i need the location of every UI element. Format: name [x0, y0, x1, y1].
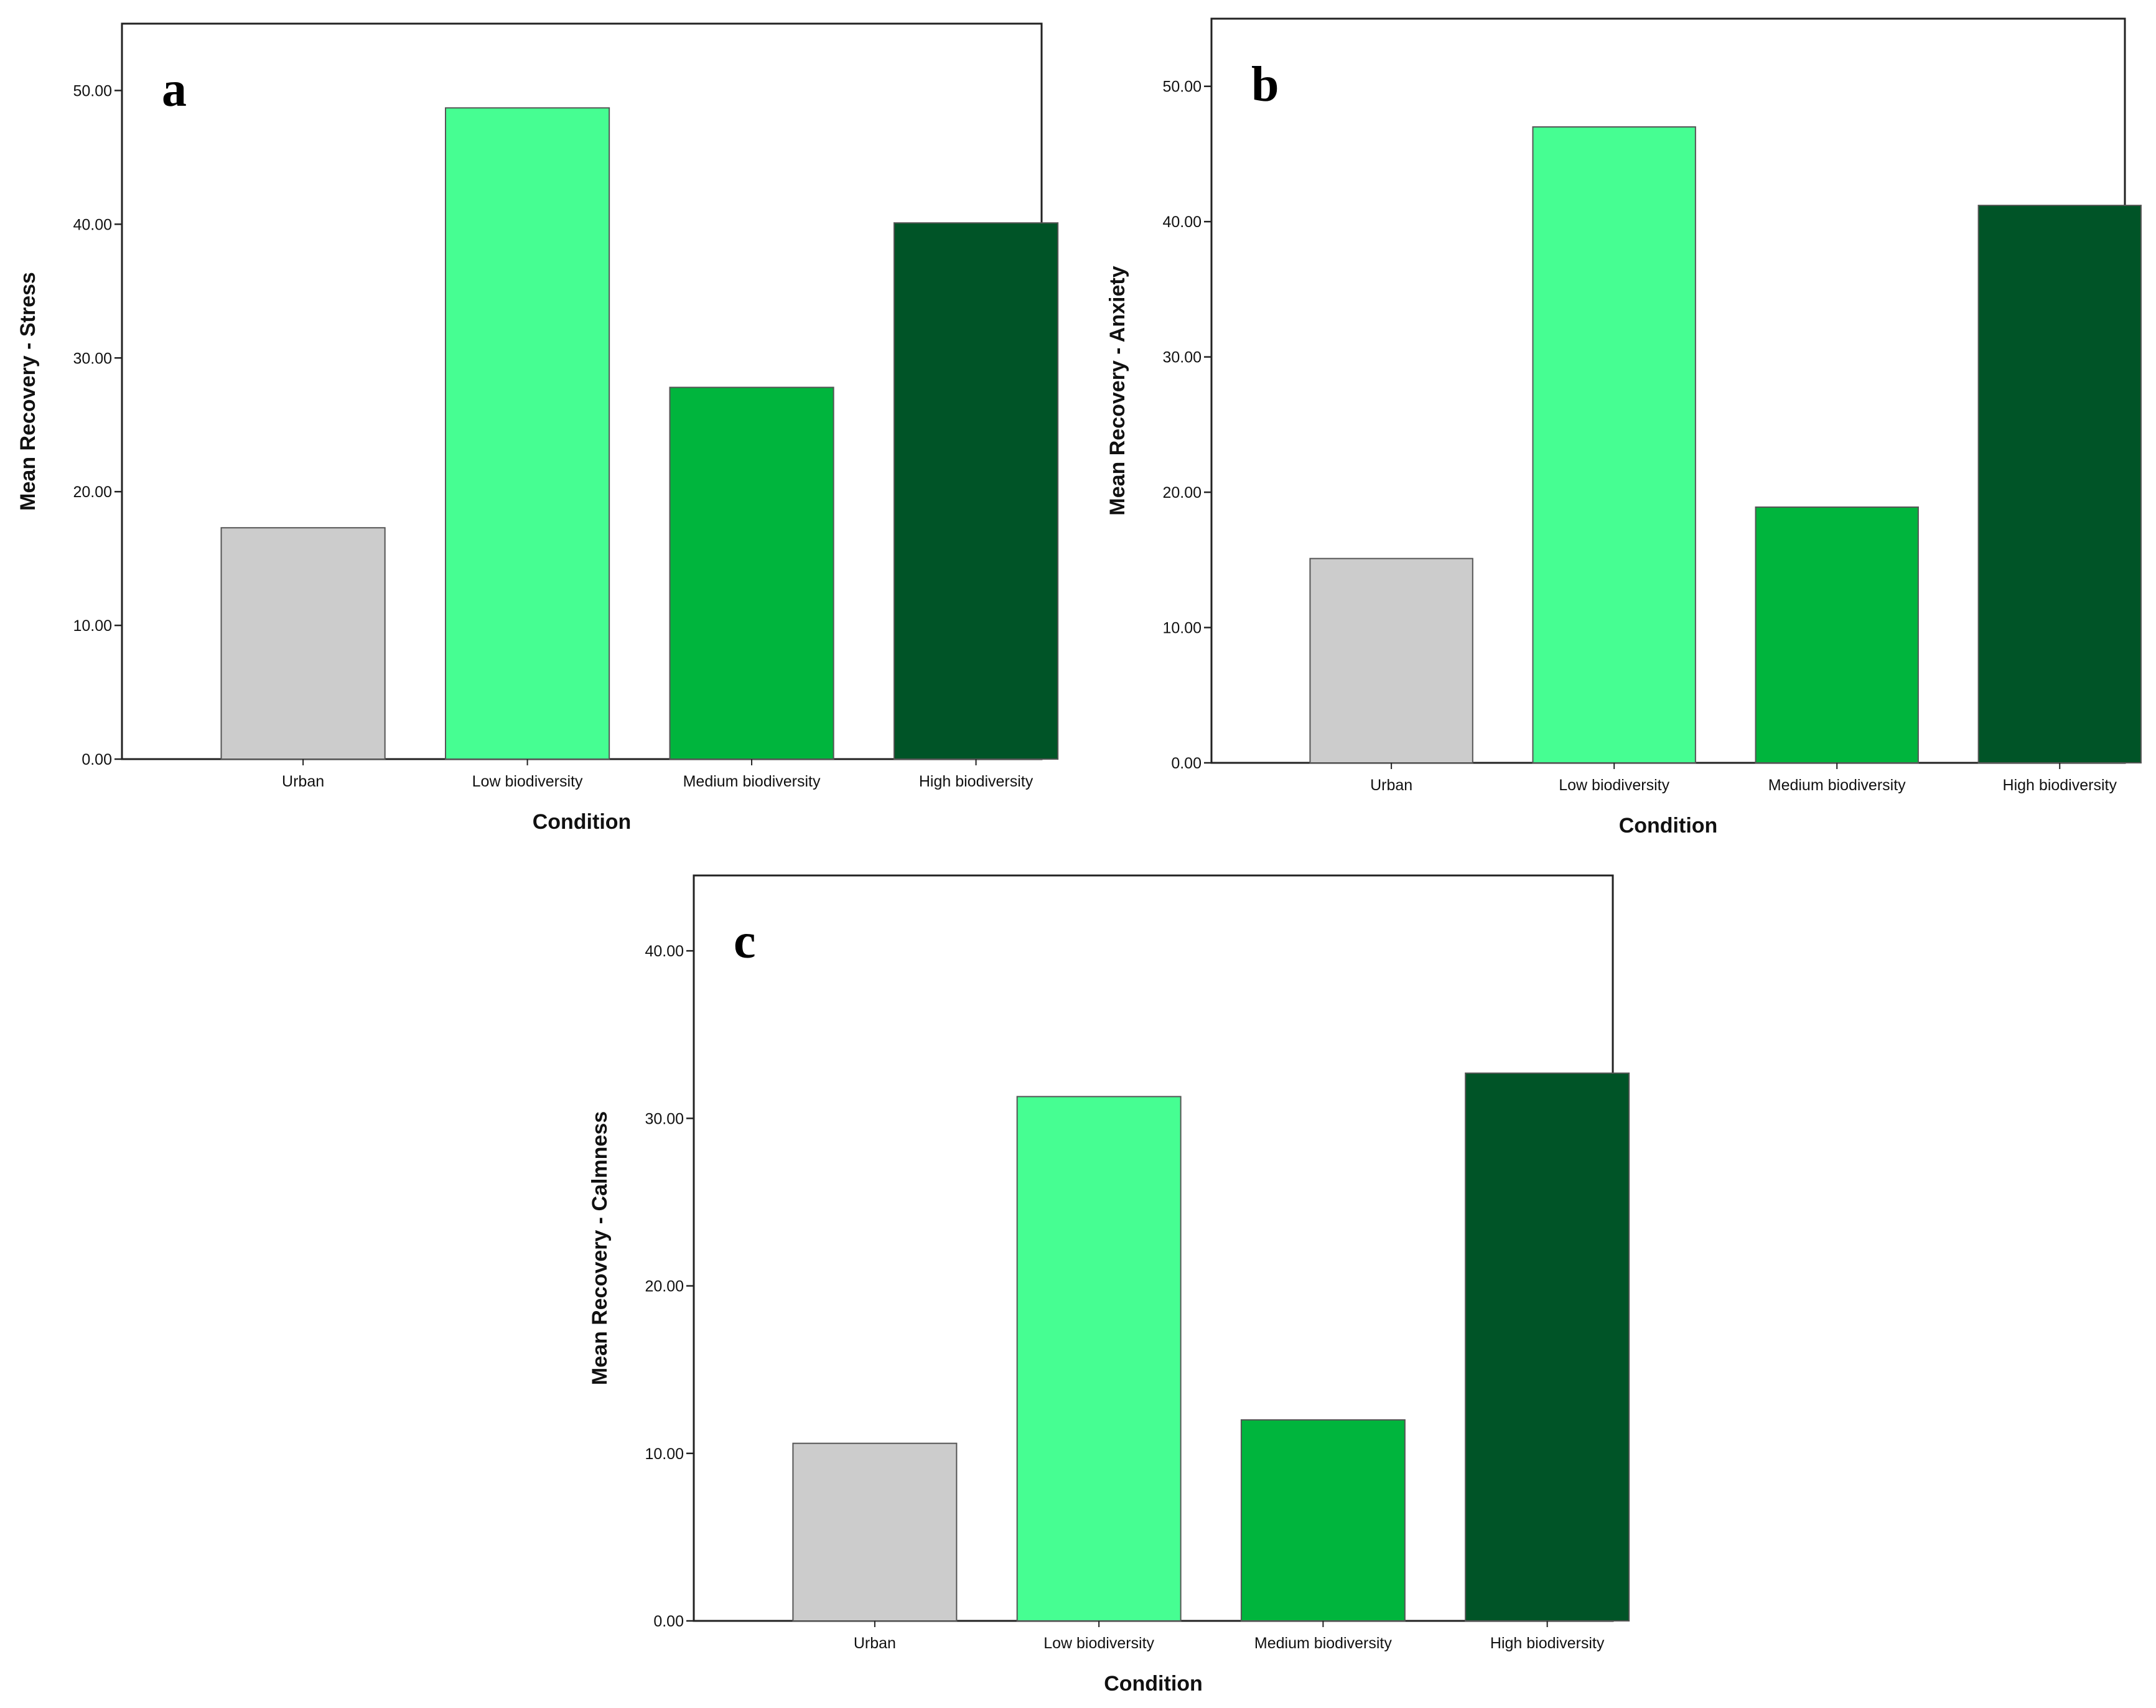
y-tick-label-c-1: 10.00 [645, 1445, 684, 1463]
chart-panel-a: 0.00 10.00 20.00 30.00 40.00 50.00 Urban Low bi… [0, 0, 1059, 859]
bar-c-0 [792, 1442, 958, 1622]
chart-c-svg: 0.00 10.00 20.00 30.00 40.00 Urban Low biodive… [588, 874, 1630, 1696]
y-tick-label-a-4: 40.00 [73, 216, 112, 233]
y-tick-label-b-4: 40.00 [1162, 213, 1202, 231]
x-tick-label-b-3: High biodiversity [2003, 777, 2117, 794]
y-tick-label-b-1: 10.00 [1162, 620, 1202, 637]
y-tick-label-c-0: 0.00 [653, 1613, 684, 1630]
bar-c-2 [1240, 1419, 1406, 1622]
bar-a-2 [669, 386, 834, 760]
bar-b-0 [1309, 558, 1473, 763]
y-tick-label-a-3: 30.00 [73, 350, 112, 367]
y-axis-label-c: Mean Recovery - Calmness [588, 1111, 612, 1385]
y-tick-label-c-4: 40.00 [645, 943, 684, 960]
y-tick-label-b-3: 30.00 [1162, 349, 1202, 366]
x-tick-label-b-0: Urban [1370, 777, 1412, 794]
bar-a-0 [220, 527, 386, 760]
x-tick-label-b-1: Low biodiversity [1559, 777, 1669, 794]
panel-letter-c: c [734, 914, 756, 969]
x-axis-label-b: Condition [1619, 814, 1718, 838]
chart-panel-c: 0.00 10.00 20.00 30.00 40.00 Urban Low biodive… [572, 859, 1630, 1708]
y-tick-label-a-5: 50.00 [73, 82, 112, 100]
bar-b-3 [1977, 205, 2142, 763]
x-tick-label-a-2: Medium biodiversity [683, 773, 821, 790]
y-axis-label-a: Mean Recovery - Stress [16, 272, 40, 511]
y-tick-label-a-0: 0.00 [82, 751, 112, 768]
x-tick-label-a-0: Urban [282, 773, 324, 790]
x-tick-label-a-3: High biodiversity [919, 773, 1034, 790]
chart-panel-b: 0.00 10.00 20.00 30.00 40.00 50.00 Urban Low bi… [1083, 0, 2156, 859]
y-tick-label-b-5: 50.00 [1162, 78, 1202, 96]
x-axis-label-c: Condition [1104, 1672, 1203, 1696]
y-tick-label-a-2: 20.00 [73, 483, 112, 501]
bar-c-1 [1016, 1096, 1182, 1622]
y-tick-label-b-2: 20.00 [1162, 484, 1202, 502]
y-tick-label-c-3: 30.00 [645, 1110, 684, 1127]
panel-letter-a: a [162, 62, 187, 117]
x-tick-label-c-1: Low biodiversity [1043, 1635, 1154, 1652]
bar-b-2 [1755, 506, 1919, 764]
bar-b-1 [1532, 126, 1696, 764]
y-tick-label-a-1: 10.00 [73, 617, 112, 635]
bar-a-3 [893, 222, 1059, 760]
chart-a-svg: 0.00 10.00 20.00 30.00 40.00 50.00 Urban Low bi… [16, 22, 1059, 834]
y-tick-label-c-2: 20.00 [645, 1278, 684, 1295]
bar-a-1 [445, 107, 610, 760]
x-tick-label-c-3: High biodiversity [1490, 1635, 1605, 1652]
x-tick-label-b-2: Medium biodiversity [1768, 777, 1906, 794]
panel-letter-b: b [1251, 57, 1279, 112]
y-tick-label-b-0: 0.00 [1171, 755, 1202, 772]
x-axis-label-a: Condition [533, 810, 632, 834]
bar-c-3 [1465, 1072, 1630, 1622]
chart-b-svg: 0.00 10.00 20.00 30.00 40.00 50.00 Urban Low bi… [1106, 17, 2142, 838]
y-axis-label-b: Mean Recovery - Anxiety [1106, 266, 1129, 515]
x-tick-label-a-1: Low biodiversity [472, 773, 583, 790]
x-tick-label-c-0: Urban [854, 1635, 896, 1652]
x-tick-label-c-2: Medium biodiversity [1254, 1635, 1392, 1652]
